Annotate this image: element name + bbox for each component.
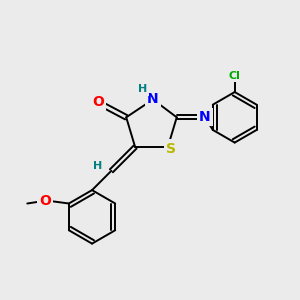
Text: H: H <box>93 161 103 171</box>
Text: S: S <box>166 142 176 155</box>
Text: Cl: Cl <box>229 71 241 81</box>
Text: N: N <box>199 110 211 124</box>
Text: H: H <box>138 84 147 94</box>
Text: N: N <box>147 92 159 106</box>
Text: O: O <box>39 194 51 208</box>
Text: O: O <box>92 95 104 110</box>
